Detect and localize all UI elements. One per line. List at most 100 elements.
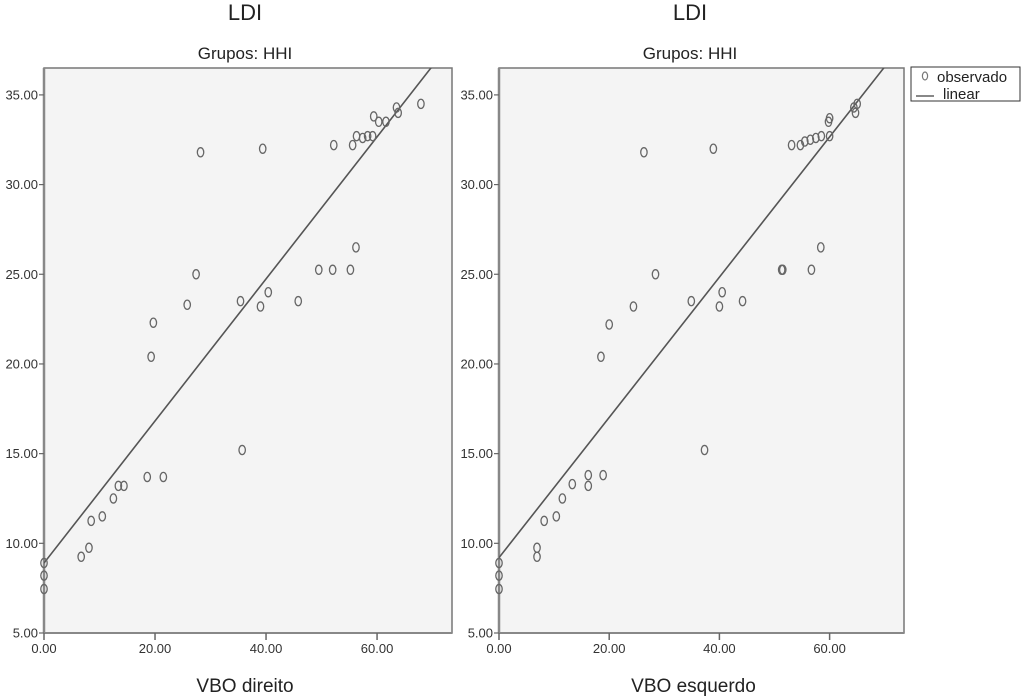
y-tick-label: 30.00 <box>460 177 493 192</box>
y-tick-label: 20.00 <box>5 356 38 371</box>
legend-marker-observado <box>921 71 929 81</box>
data-point-observado <box>238 444 247 456</box>
legend-label-linear: linear <box>943 86 980 103</box>
data-point-observado <box>787 139 796 151</box>
data-point-observado <box>183 299 192 311</box>
data-point-observado <box>159 471 168 483</box>
data-point-observado <box>597 351 605 363</box>
data-point-observado <box>533 551 541 563</box>
data-point-observado <box>196 147 205 158</box>
data-point-observado <box>346 264 355 276</box>
data-point-observado <box>605 319 614 330</box>
data-point-observado <box>328 264 337 276</box>
chart-subtitle: Grupos: HHI <box>643 44 737 63</box>
data-point-observado <box>394 107 403 119</box>
chart-title: LDI <box>228 0 262 25</box>
y-tick-label: 5.00 <box>13 626 38 641</box>
data-point-observado <box>294 295 303 307</box>
data-point-observado <box>147 351 155 363</box>
data-point-observado <box>40 583 48 595</box>
data-point-observado <box>495 557 503 569</box>
y-tick-label: 5.00 <box>468 626 493 641</box>
data-point-observado <box>715 301 724 312</box>
data-point-observado <box>374 116 383 128</box>
data-point-observado <box>392 102 401 113</box>
data-point-observado <box>584 469 593 481</box>
data-point-observado <box>778 264 787 276</box>
x-tick-label: 60.00 <box>361 641 394 656</box>
y-tick-label: 25.00 <box>460 267 493 282</box>
y-tick-label: 20.00 <box>460 356 493 371</box>
data-point-observado <box>368 130 377 142</box>
x-tick-label: 40.00 <box>703 641 736 656</box>
x-tick-label: 60.00 <box>813 641 846 656</box>
data-point-observado <box>236 295 245 307</box>
data-point-observado <box>738 295 747 307</box>
data-point-observado <box>807 264 816 276</box>
x-tick-label: 0.00 <box>31 641 56 656</box>
chart-title: LDI <box>673 0 707 25</box>
y-tick-label: 35.00 <box>460 87 493 102</box>
data-point-observado <box>651 269 660 280</box>
legend: observado linear <box>910 66 1021 103</box>
panel-left: LDI Grupos: HHI 5.00 10.00 15.00 20.00 25.00 30… <box>5 0 453 697</box>
data-point-observado <box>120 480 128 492</box>
data-point-observado <box>149 317 158 328</box>
y-tick-label: 25.00 <box>5 267 38 282</box>
data-point-observado <box>495 583 503 595</box>
data-point-observado <box>816 242 825 253</box>
y-tick-label: 35.00 <box>5 87 38 102</box>
data-point-observado <box>558 493 567 504</box>
chart-subtitle: Grupos: HHI <box>198 44 292 63</box>
data-point-observado <box>98 511 107 522</box>
data-point-observado <box>256 301 265 312</box>
data-point-observado <box>540 515 549 527</box>
data-point-observado <box>314 264 323 276</box>
x-axis-label: VBO direito <box>196 676 293 697</box>
regression-line-linear <box>499 68 885 559</box>
data-point-observado <box>825 130 834 142</box>
data-point-observado <box>718 286 727 298</box>
data-point-observado <box>87 515 96 527</box>
data-point-observado <box>700 444 709 456</box>
data-point-observado <box>417 98 425 110</box>
data-point-observado <box>629 301 638 312</box>
plot-area <box>498 67 905 634</box>
data-point-observado <box>363 130 372 142</box>
data-point-observado <box>709 143 718 154</box>
data-point-observado <box>796 139 805 151</box>
data-point-observado <box>192 269 200 280</box>
x-tick-label: 0.00 <box>486 641 511 656</box>
y-tick-label: 15.00 <box>5 446 38 461</box>
data-point-observado <box>352 242 360 253</box>
data-point-observado <box>258 143 267 154</box>
data-point-observado <box>825 112 834 124</box>
data-point-observado <box>109 493 118 504</box>
data-point-observado <box>640 147 648 158</box>
data-point-observado <box>143 471 152 483</box>
data-point-observado <box>806 134 815 145</box>
data-point-observado <box>382 116 390 128</box>
data-point-observado <box>40 557 48 569</box>
data-point-observado <box>584 480 593 492</box>
x-tick-label: 20.00 <box>593 641 626 656</box>
data-point-observado <box>568 478 577 490</box>
legend-label-observado: observado <box>937 69 1007 86</box>
y-tick-label: 10.00 <box>5 536 38 551</box>
data-point-observado <box>329 139 338 151</box>
data-point-observado <box>264 286 273 298</box>
data-point-observado <box>358 132 367 144</box>
data-point-observado <box>77 551 86 563</box>
plot-area <box>43 67 453 634</box>
data-point-observado <box>114 480 123 492</box>
y-tick-label: 30.00 <box>5 177 38 192</box>
panel-right: LDI Grupos: HHI 5.00 10.00 15.00 20.00 25.00 30… <box>460 0 905 697</box>
x-tick-label: 40.00 <box>250 641 283 656</box>
y-tick-label: 10.00 <box>460 536 493 551</box>
data-point-observado <box>853 98 862 110</box>
data-point-observado <box>552 511 561 522</box>
data-point-observado <box>495 570 503 581</box>
data-point-observado <box>811 132 820 144</box>
data-point-observado <box>40 570 48 581</box>
